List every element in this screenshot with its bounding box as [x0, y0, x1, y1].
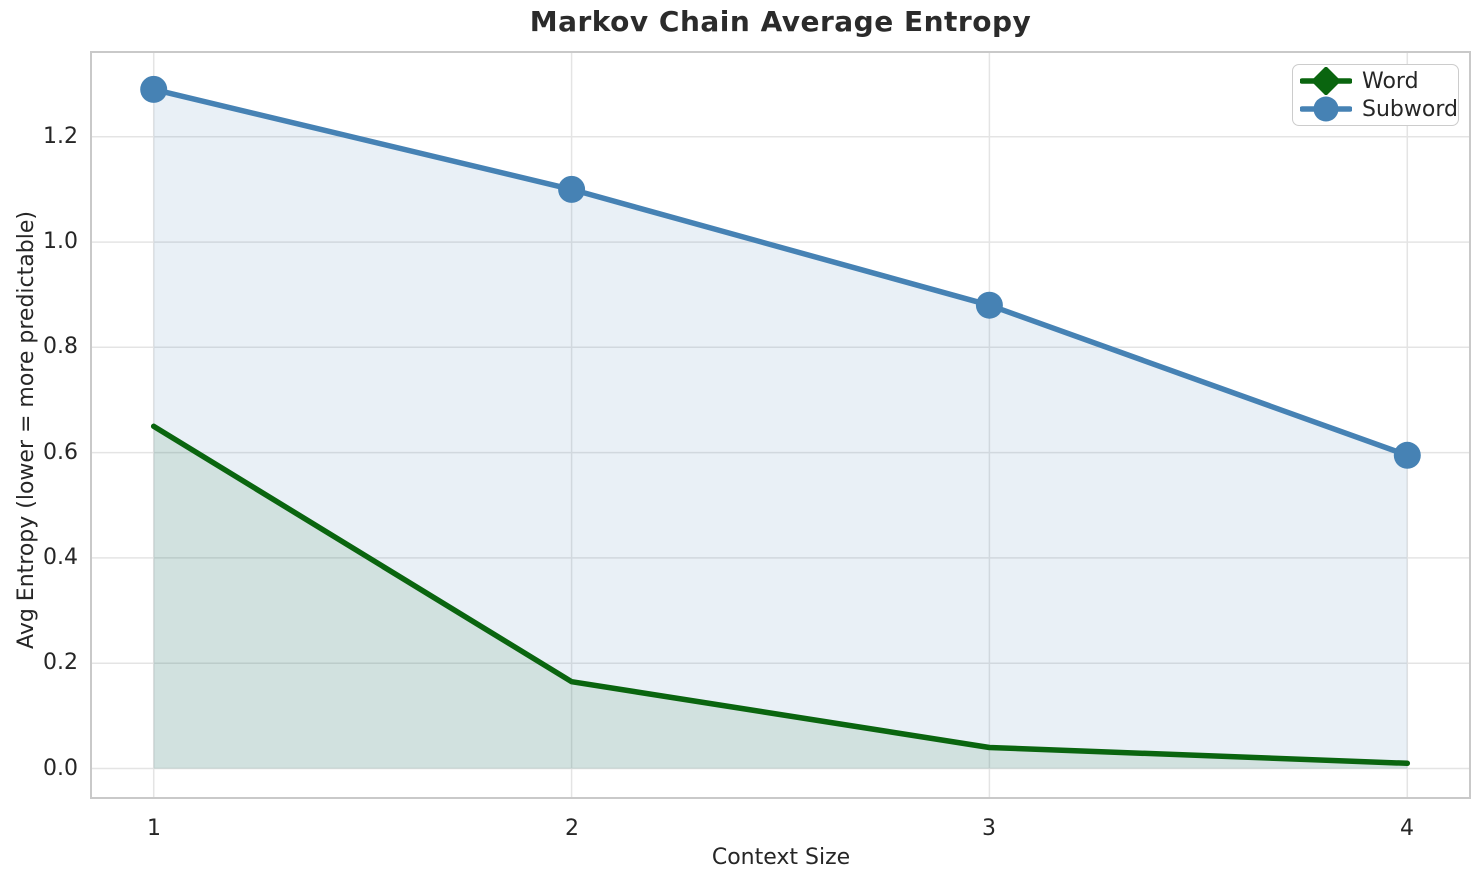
y-axis-label: Avg Entropy (lower = more predictable) — [14, 211, 39, 649]
x-tick-label: 4 — [1400, 816, 1414, 841]
legend-item-word: Word — [1293, 67, 1458, 95]
subword-line-circle-icon — [1300, 96, 1352, 122]
y-tick-label: 0.6 — [43, 440, 78, 465]
y-tick-label: 1.0 — [43, 229, 78, 254]
y-tick-label: 0.2 — [43, 650, 78, 675]
x-tick-label: 3 — [982, 816, 996, 841]
x-tick-label: 2 — [565, 816, 579, 841]
legend-label: Word — [1362, 68, 1419, 94]
legend: Word Subword — [1292, 64, 1459, 126]
word-line-diamond-icon — [1300, 67, 1352, 95]
y-tick-label: 0.8 — [43, 334, 78, 359]
legend-item-subword: Subword — [1293, 95, 1458, 123]
x-tick-label: 1 — [147, 816, 161, 841]
legend-label: Subword — [1362, 96, 1458, 122]
y-tick-label: 0.0 — [43, 756, 78, 781]
x-axis-label: Context Size — [711, 845, 851, 870]
y-tick-label: 1.2 — [43, 124, 78, 149]
chart-title: Markov Chain Average Entropy — [529, 5, 1032, 38]
y-tick-label: 0.4 — [43, 545, 78, 570]
